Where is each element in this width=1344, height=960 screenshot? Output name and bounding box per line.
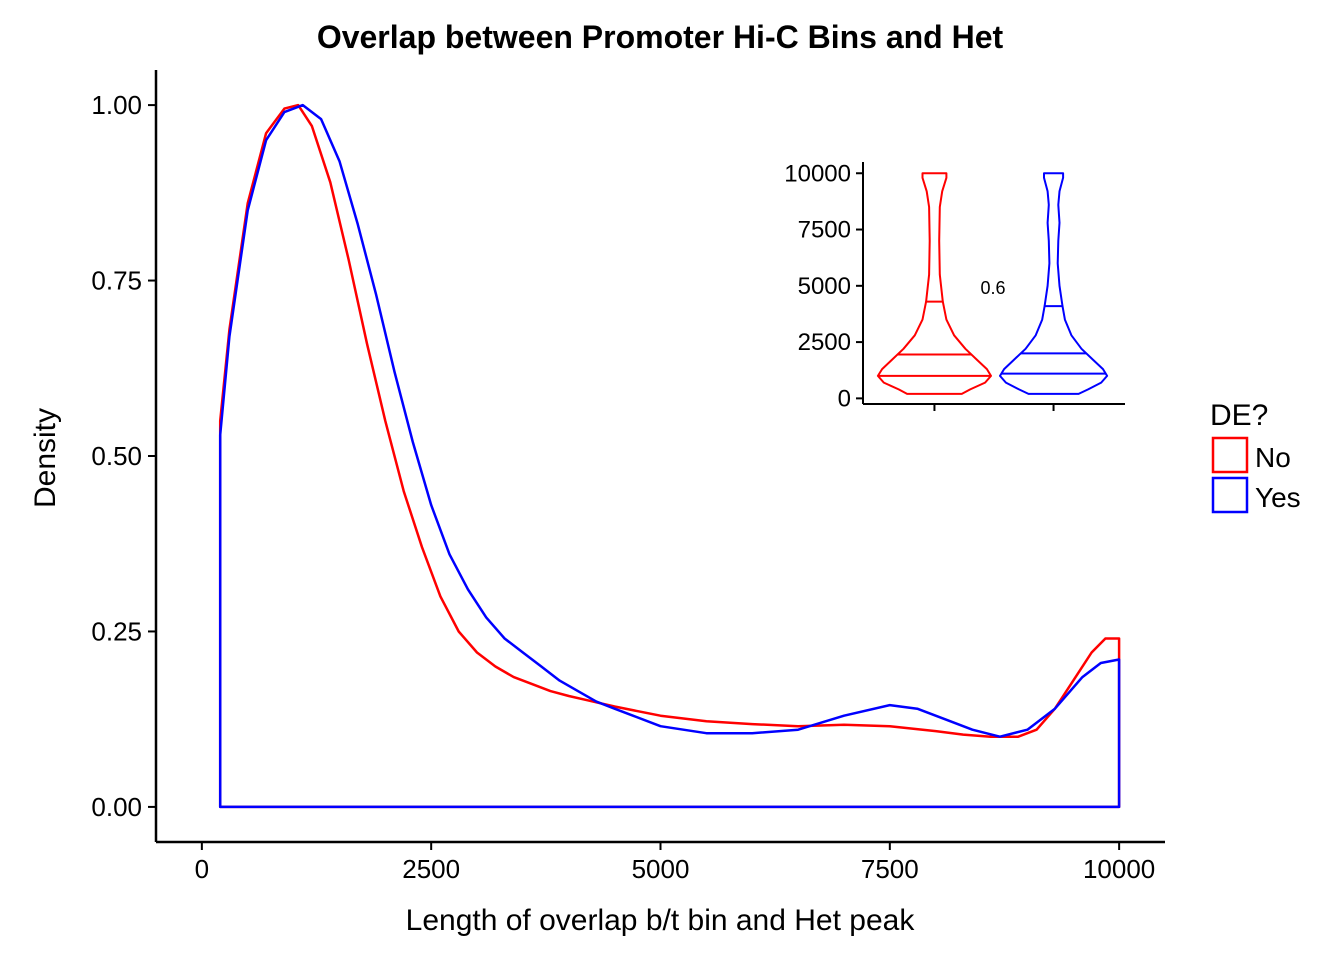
- inset-violin-plot: 0 2500 5000 7500 10000 0.6: [784, 160, 1125, 412]
- main-plot-series: [218, 103, 1121, 809]
- y-tick-label: 0.50: [91, 441, 142, 471]
- x-tick-label: 2500: [402, 854, 460, 884]
- legend: DE? No Yes: [1210, 399, 1301, 514]
- chart-title: Overlap between Promoter Hi-C Bins and H…: [317, 19, 1004, 55]
- y-tick-label: 0.75: [91, 266, 142, 296]
- legend-label-yes: Yes: [1255, 482, 1301, 513]
- violin-yes: [999, 172, 1109, 395]
- density-line-no: [218, 103, 1121, 809]
- density-line-yes: [218, 103, 1121, 809]
- y-tick-label: 0.25: [91, 616, 142, 646]
- inset-axes: 0 2500 5000 7500 10000: [784, 160, 1125, 412]
- x-axis-title: Length of overlap b/t bin and Het peak: [406, 904, 916, 937]
- legend-key-yes: [1211, 476, 1249, 514]
- x-tick-label: 7500: [861, 854, 919, 884]
- x-tick-label: 5000: [632, 854, 690, 884]
- legend-title: DE?: [1210, 399, 1268, 432]
- inset-y-tick-label: 0: [838, 385, 851, 412]
- inset-y-tick-label: 5000: [798, 273, 851, 300]
- legend-label-no: No: [1255, 442, 1291, 473]
- inset-y-tick-label: 2500: [798, 329, 851, 356]
- y-axis-title: Density: [29, 408, 62, 508]
- inset-y-tick-label: 10000: [784, 160, 851, 187]
- x-tick-label: 0: [195, 854, 209, 884]
- inset-annotation: 0.6: [980, 278, 1005, 298]
- legend-key-no: [1211, 436, 1249, 474]
- x-tick-label: 10000: [1083, 854, 1155, 884]
- inset-y-tick-label: 7500: [798, 217, 851, 244]
- main-plot-axes: 0.00 0.25 0.50 0.75 1.00 0 2500 5000 7500 10000: [91, 70, 1165, 884]
- violin-no: [876, 172, 992, 395]
- y-tick-label: 0.00: [91, 792, 142, 822]
- inset-series: [876, 172, 1109, 395]
- y-tick-label: 1.00: [91, 90, 142, 120]
